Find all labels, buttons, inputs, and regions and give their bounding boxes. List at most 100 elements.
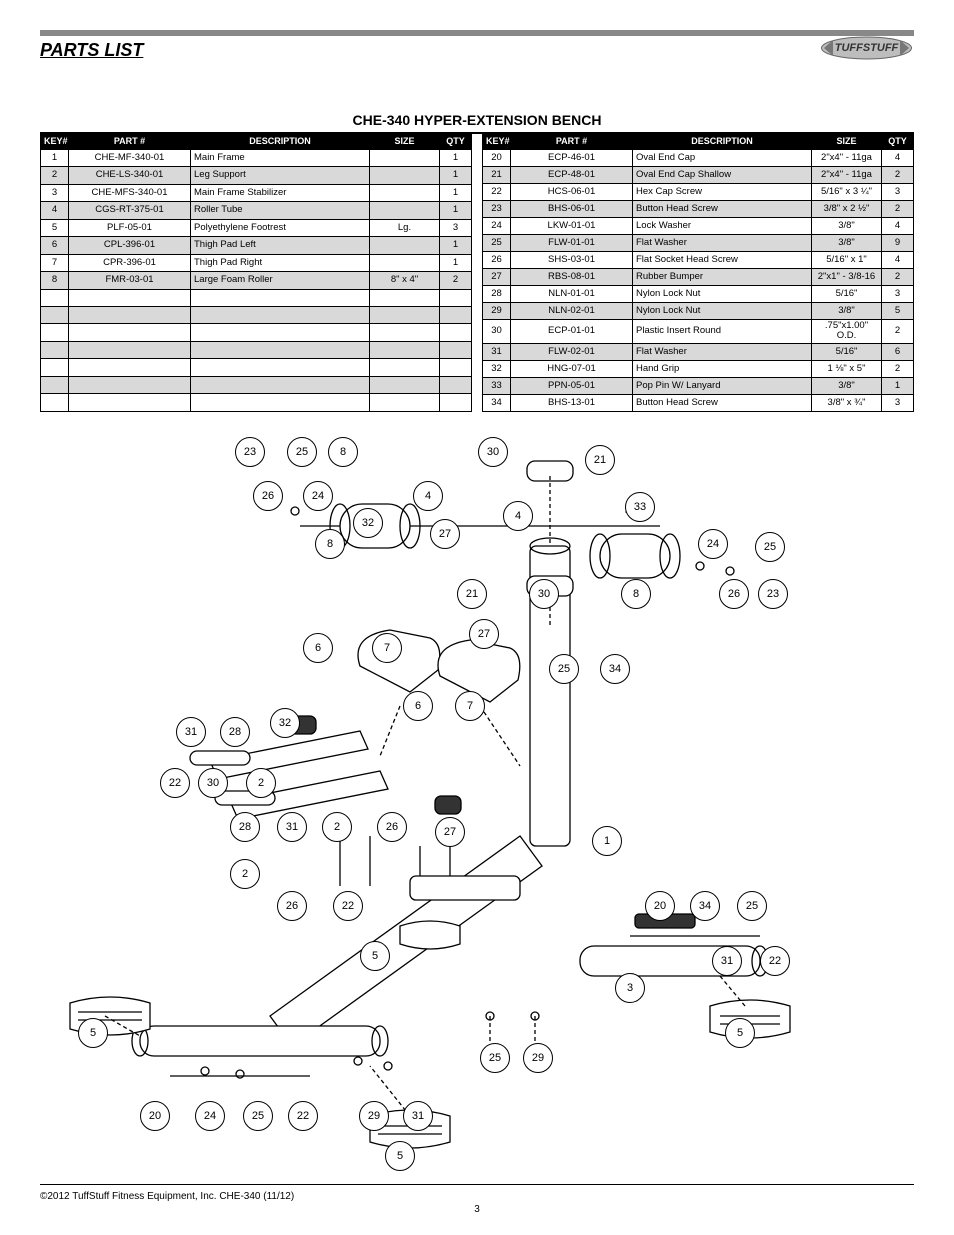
table-row [41,376,472,393]
table-cell [440,359,472,376]
table-cell: 26 [483,251,511,268]
callout-8: 8 [315,529,345,559]
table-row: 28NLN-01-01Nylon Lock Nut5/16"3 [483,285,914,302]
table-cell: Flat Socket Head Screw [633,251,812,268]
table-cell: LKW-01-01 [511,217,633,234]
table-cell: Hex Cap Screw [633,183,812,200]
table-cell: Plastic Insert Round [633,319,812,343]
table-cell: 5/16" x 1" [812,251,882,268]
callout-2: 2 [246,768,276,798]
callout-34: 34 [690,891,720,921]
table-cell: 34 [483,394,511,411]
table-cell: ECP-48-01 [511,166,633,183]
callout-25: 25 [755,532,785,562]
table-cell: CPL-396-01 [69,237,191,254]
table-cell: 5/16" [812,343,882,360]
table-cell: 25 [483,234,511,251]
parts-tables: KEY# PART # DESCRIPTION SIZE QTY 1CHE-MF… [40,132,914,412]
callout-22: 22 [288,1101,318,1131]
table-cell: ECP-01-01 [511,319,633,343]
table-cell: 20 [483,149,511,166]
callout-27: 27 [469,619,499,649]
table-cell [41,341,69,358]
table-cell: 4 [882,149,914,166]
top-rule [40,30,914,36]
table-cell [440,394,472,412]
table-row: 6CPL-396-01Thigh Pad Left1 [41,237,472,254]
table-cell [370,359,440,376]
table-cell [69,359,191,376]
table-cell: CHE-MF-340-01 [69,149,191,166]
table-cell: 2 [882,268,914,285]
table-cell [191,359,370,376]
callout-21: 21 [457,579,487,609]
table-cell [370,306,440,323]
table-cell: Nylon Lock Nut [633,302,812,319]
callout-29: 29 [359,1101,389,1131]
table-cell [41,306,69,323]
table-cell [440,376,472,393]
table-cell: ECP-46-01 [511,149,633,166]
page: PARTS LIST TUFFSTUFF CHE-340 HYPER-EXTEN… [0,0,954,1235]
table-cell: Pop Pin W/ Lanyard [633,377,812,394]
table-cell [370,167,440,184]
callout-26: 26 [719,579,749,609]
table-cell: 1 [440,149,472,166]
table-row: 29NLN-02-01Nylon Lock Nut3/8"5 [483,302,914,319]
col-size: SIZE [812,135,882,150]
callout-22: 22 [760,946,790,976]
callout-31: 31 [403,1101,433,1131]
table-cell: 24 [483,217,511,234]
table-cell: FLW-01-01 [511,234,633,251]
svg-text:TUFFSTUFF: TUFFSTUFF [835,42,899,54]
table-row: 2CHE-LS-340-01Leg Support1 [41,167,472,184]
callout-23: 23 [235,437,265,467]
table-cell: Leg Support [191,167,370,184]
col-qty: QTY [440,135,472,150]
callout-20: 20 [140,1101,170,1131]
table-cell: 7 [41,254,69,271]
table-cell: NLN-01-01 [511,285,633,302]
table-cell: Button Head Screw [633,200,812,217]
table-cell [41,359,69,376]
table-cell: Main Frame Stabilizer [191,184,370,201]
table-row: 1CHE-MF-340-01Main Frame1 [41,149,472,166]
product-title: CHE-340 HYPER-EXTENSION BENCH [40,112,914,128]
col-key: KEY# [41,135,69,150]
table-cell [440,324,472,341]
table-cell: 2 [440,272,472,289]
table-cell: Rubber Bumper [633,268,812,285]
callout-24: 24 [698,529,728,559]
table-cell: BHS-06-01 [511,200,633,217]
table-row [41,341,472,358]
table-cell [191,394,370,412]
table-cell: 4 [882,251,914,268]
callout-7: 7 [455,691,485,721]
callout-34: 34 [600,654,630,684]
table-cell: Button Head Screw [633,394,812,411]
col-key: KEY# [483,135,511,150]
callout-7: 7 [372,633,402,663]
table-cell: CHE-MFS-340-01 [69,184,191,201]
table-cell: 2"x1" - 3/8-16 [812,268,882,285]
table-cell: 21 [483,166,511,183]
callout-23: 23 [758,579,788,609]
table-row: 31FLW-02-01Flat Washer5/16"6 [483,343,914,360]
table-cell [191,306,370,323]
table-cell [41,394,69,412]
exploded-diagram: 2325830212624483227433242521308232667272… [40,416,914,1186]
table-cell: RBS-08-01 [511,268,633,285]
table-cell [191,376,370,393]
table-cell [69,324,191,341]
table-cell: Hand Grip [633,360,812,377]
table-cell [69,394,191,412]
table-cell: Lock Washer [633,217,812,234]
parts-table-left: KEY# PART # DESCRIPTION SIZE QTY 1CHE-MF… [40,134,472,412]
table-cell: 6 [882,343,914,360]
table-cell: 5/16" x 3 ¼" [812,183,882,200]
table-row: 7CPR-396-01Thigh Pad Right1 [41,254,472,271]
table-cell: 1 [440,237,472,254]
table-row [41,324,472,341]
table-cell: 8" x 4" [370,272,440,289]
table-cell: 3 [882,183,914,200]
